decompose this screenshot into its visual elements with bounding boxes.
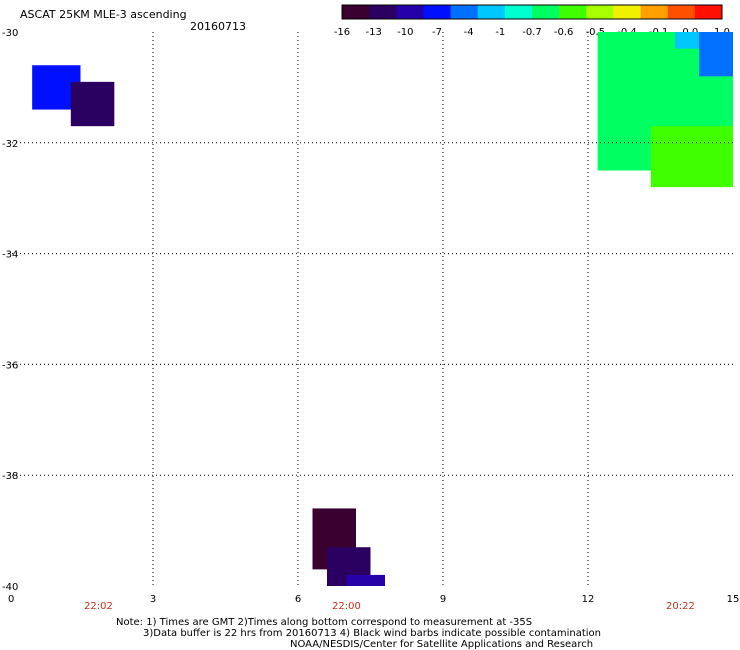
colorbar-label-5: -1	[495, 27, 505, 38]
x-tick-label-2: 6	[295, 594, 301, 605]
y-tick-label-4: -38	[2, 471, 18, 482]
colorbar-swatch-10	[613, 5, 641, 19]
colorbar-swatch-0	[342, 5, 370, 19]
colorbar-label-6: -0.7	[522, 27, 542, 38]
data-cell-4	[346, 575, 385, 586]
colorbar-swatch-2	[396, 5, 424, 19]
colorbar-swatch-12	[668, 5, 696, 19]
y-tick-label-5: -40	[2, 582, 18, 593]
y-tick-label-3: -36	[2, 360, 18, 371]
colorbar-swatch-3	[423, 5, 451, 19]
colorbar-label-3: -7	[432, 27, 442, 38]
note-line-1: Note: 1) Times are GMT 2)Times along bot…	[116, 617, 532, 628]
colorbar-swatch-9	[586, 5, 614, 19]
x-tick-label-4: 12	[582, 594, 595, 605]
y-tick-label-1: -32	[2, 139, 18, 150]
data-cell-8	[699, 32, 733, 76]
data-cell-6	[651, 126, 733, 187]
note-line-3: NOAA/NESDIS/Center for Satellite Applica…	[290, 639, 593, 650]
x-tick-label-1: 3	[150, 594, 156, 605]
note-line-2: 3)Data buffer is 22 hrs from 20160713 4)…	[143, 628, 601, 639]
pass-time-middle: 22:00	[332, 601, 361, 612]
colorbar-swatch-8	[559, 5, 587, 19]
x-tick-label-0: 0	[8, 594, 14, 605]
x-tick-label-3: 9	[440, 594, 446, 605]
colorbar-label-7: -0.6	[554, 27, 574, 38]
y-tick-label-0: -30	[2, 28, 18, 39]
colorbar-label-2: -10	[397, 27, 413, 38]
colorbar-swatch-1	[369, 5, 397, 19]
x-tick-label-5: 15	[727, 594, 740, 605]
colorbar-label-0: -16	[334, 27, 350, 38]
colorbar-label-1: -13	[365, 27, 381, 38]
colorbar-swatch-4	[451, 5, 479, 19]
colorbar-swatch-13	[695, 5, 723, 19]
colorbar-swatch-5	[478, 5, 506, 19]
colorbar-swatch-11	[641, 5, 669, 19]
pass-time-left: 22:02	[84, 601, 113, 612]
data-cell-1	[71, 82, 115, 126]
colorbar-swatch-6	[505, 5, 533, 19]
data-cells	[32, 32, 733, 586]
colorbar-label-4: -4	[464, 27, 474, 38]
colorbar-swatch-7	[532, 5, 560, 19]
y-tick-label-2: -34	[2, 250, 18, 261]
pass-time-right: 20:22	[666, 601, 695, 612]
